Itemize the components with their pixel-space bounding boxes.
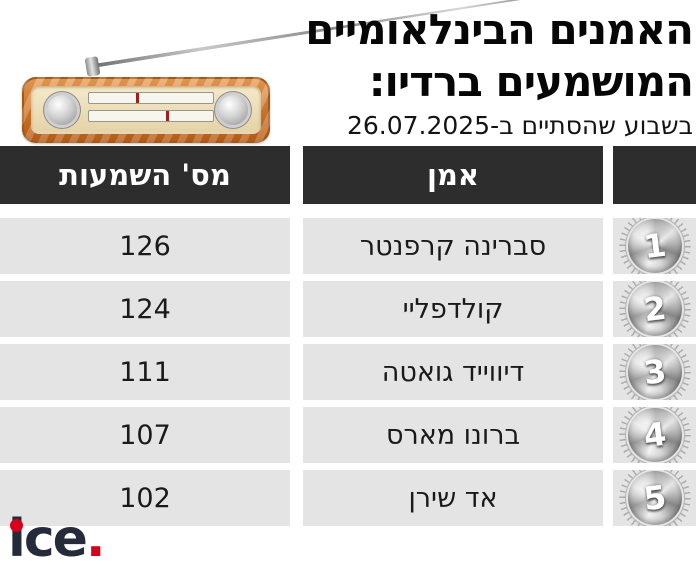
plays-count: 126 — [0, 218, 290, 274]
table-row: 5 אד שירן 102 — [0, 470, 696, 526]
rank-number: 5 — [641, 477, 668, 519]
rank-cell: 5 — [613, 470, 696, 526]
tuning-marker — [136, 93, 140, 103]
header-section: האמנים הבינלאומיים המושמעים ברדיו: בשבוע… — [0, 0, 696, 146]
radio-tuning-scale-bottom — [88, 110, 214, 122]
rank-badge: 5 — [617, 470, 692, 526]
plays-count: 107 — [0, 407, 290, 463]
rank-badge: 2 — [617, 281, 692, 337]
rank-badge: 1 — [617, 218, 692, 274]
radio-tuning-scale-top — [88, 92, 214, 104]
plays-count: 124 — [0, 281, 290, 337]
column-header-rank — [613, 146, 696, 204]
table-row: 3 דיווייד גואטה 111 — [0, 344, 696, 400]
artist-name: סברינה קרפנטר — [303, 218, 603, 274]
column-header-artist: אמן — [303, 146, 603, 204]
table-header-row: אמן מס' השמעות — [0, 146, 696, 204]
radio-icon — [22, 77, 270, 143]
radio-knob-left — [47, 95, 77, 125]
plays-count: 111 — [0, 344, 290, 400]
column-header-plays: מס' השמעות — [0, 146, 290, 204]
ice-logo: ice. — [8, 509, 106, 569]
title-block: האמנים הבינלאומיים המושמעים ברדיו: בשבוע… — [305, 4, 694, 141]
ice-logo-text: ice — [8, 509, 88, 569]
badge-knob-icon — [627, 345, 682, 399]
artist-name: ברונו מארס — [303, 407, 603, 463]
rank-cell: 1 — [613, 218, 696, 274]
rank-number: 3 — [641, 351, 668, 393]
ice-logo-i-dot — [10, 519, 23, 532]
badge-knob-icon — [627, 219, 682, 273]
ice-logo-period: . — [85, 509, 106, 569]
rank-number: 4 — [641, 414, 668, 456]
rank-number: 1 — [641, 225, 668, 267]
rank-number: 2 — [641, 288, 668, 330]
rank-cell: 4 — [613, 407, 696, 463]
artist-name: אד שירן — [303, 470, 603, 526]
table-row: 2 קולדפליי 124 — [0, 281, 696, 337]
radio-panel — [31, 86, 261, 134]
table-row: 1 סברינה קרפנטר 126 — [0, 218, 696, 274]
rank-badge: 3 — [617, 344, 692, 400]
table-row: 4 ברונו מארס 107 — [0, 407, 696, 463]
table-body: 1 סברינה קרפנטר 126 2 קולדפליי 124 3 דיו… — [0, 218, 696, 526]
page-title-line1: האמנים הבינלאומיים — [305, 5, 694, 54]
page-subtitle: בשבוע שהסתיים ב-26.07.2025 — [346, 111, 693, 140]
tuning-marker — [165, 111, 169, 121]
rank-cell: 2 — [613, 281, 696, 337]
artist-name: דיווייד גואטה — [303, 344, 603, 400]
radio-antenna-joint — [84, 56, 101, 77]
rankings-table: אמן מס' השמעות 1 סברינה קרפנטר 126 2 קול… — [0, 146, 696, 526]
plays-count: 102 — [0, 470, 290, 526]
artist-name: קולדפליי — [303, 281, 603, 337]
badge-knob-icon — [627, 471, 682, 525]
badge-knob-icon — [627, 408, 682, 462]
radio-knob-right — [218, 95, 248, 125]
rank-badge: 4 — [617, 407, 692, 463]
rank-cell: 3 — [613, 344, 696, 400]
badge-knob-icon — [627, 282, 682, 336]
page-title-line2: המושמעים ברדיו: — [368, 57, 694, 106]
